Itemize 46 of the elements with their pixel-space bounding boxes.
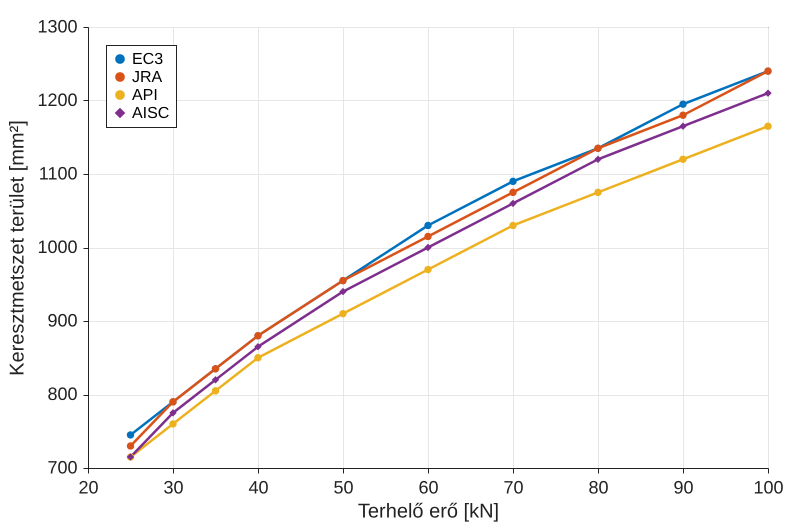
x-axis-title: Terhelő erő [kN]: [358, 500, 500, 522]
point: [126, 442, 134, 450]
point: [169, 409, 177, 417]
x-tick-label: 20: [78, 478, 99, 498]
y-tick-label: 800: [47, 384, 78, 404]
point: [424, 232, 432, 240]
point: [424, 266, 432, 274]
y-tick-label: 900: [47, 310, 78, 330]
x-tick-label: 80: [588, 478, 609, 498]
x-tick-label: 40: [248, 478, 269, 498]
x-tick-label: 60: [418, 478, 439, 498]
point: [509, 222, 517, 230]
legend-label: EC3: [132, 51, 164, 68]
x-tick-label: 50: [333, 478, 354, 498]
point: [679, 100, 687, 108]
point: [764, 122, 772, 130]
point: [424, 222, 432, 230]
point: [764, 89, 772, 97]
point: [339, 310, 347, 318]
x-tick-label: 100: [753, 478, 784, 498]
point: [169, 420, 177, 428]
point: [679, 112, 687, 119]
x-tick-label: 30: [163, 478, 184, 498]
x-tick-label: 90: [673, 478, 694, 498]
legend-label: API: [132, 87, 158, 104]
point: [509, 178, 517, 186]
y-tick-label: 1300: [37, 16, 78, 36]
point: [424, 244, 432, 252]
point: [509, 200, 517, 208]
point: [509, 188, 517, 196]
y-tick-label: 1100: [38, 164, 78, 184]
point: [339, 288, 347, 296]
point: [126, 431, 134, 439]
point: [212, 376, 220, 384]
x-tick-label: 70: [503, 478, 524, 498]
legend-label: AISC: [132, 105, 170, 122]
y-tick-label: 1200: [37, 90, 78, 110]
y-axis-title: Keresztmetszet terület [mm²]: [6, 120, 28, 376]
point: [212, 387, 220, 395]
point: [594, 156, 602, 164]
y-tick-label: 700: [47, 458, 78, 478]
point: [254, 354, 262, 362]
point: [594, 188, 602, 196]
point: [679, 156, 687, 163]
y-tick-label: 1000: [37, 237, 78, 257]
legend-label: JRA: [132, 69, 163, 86]
